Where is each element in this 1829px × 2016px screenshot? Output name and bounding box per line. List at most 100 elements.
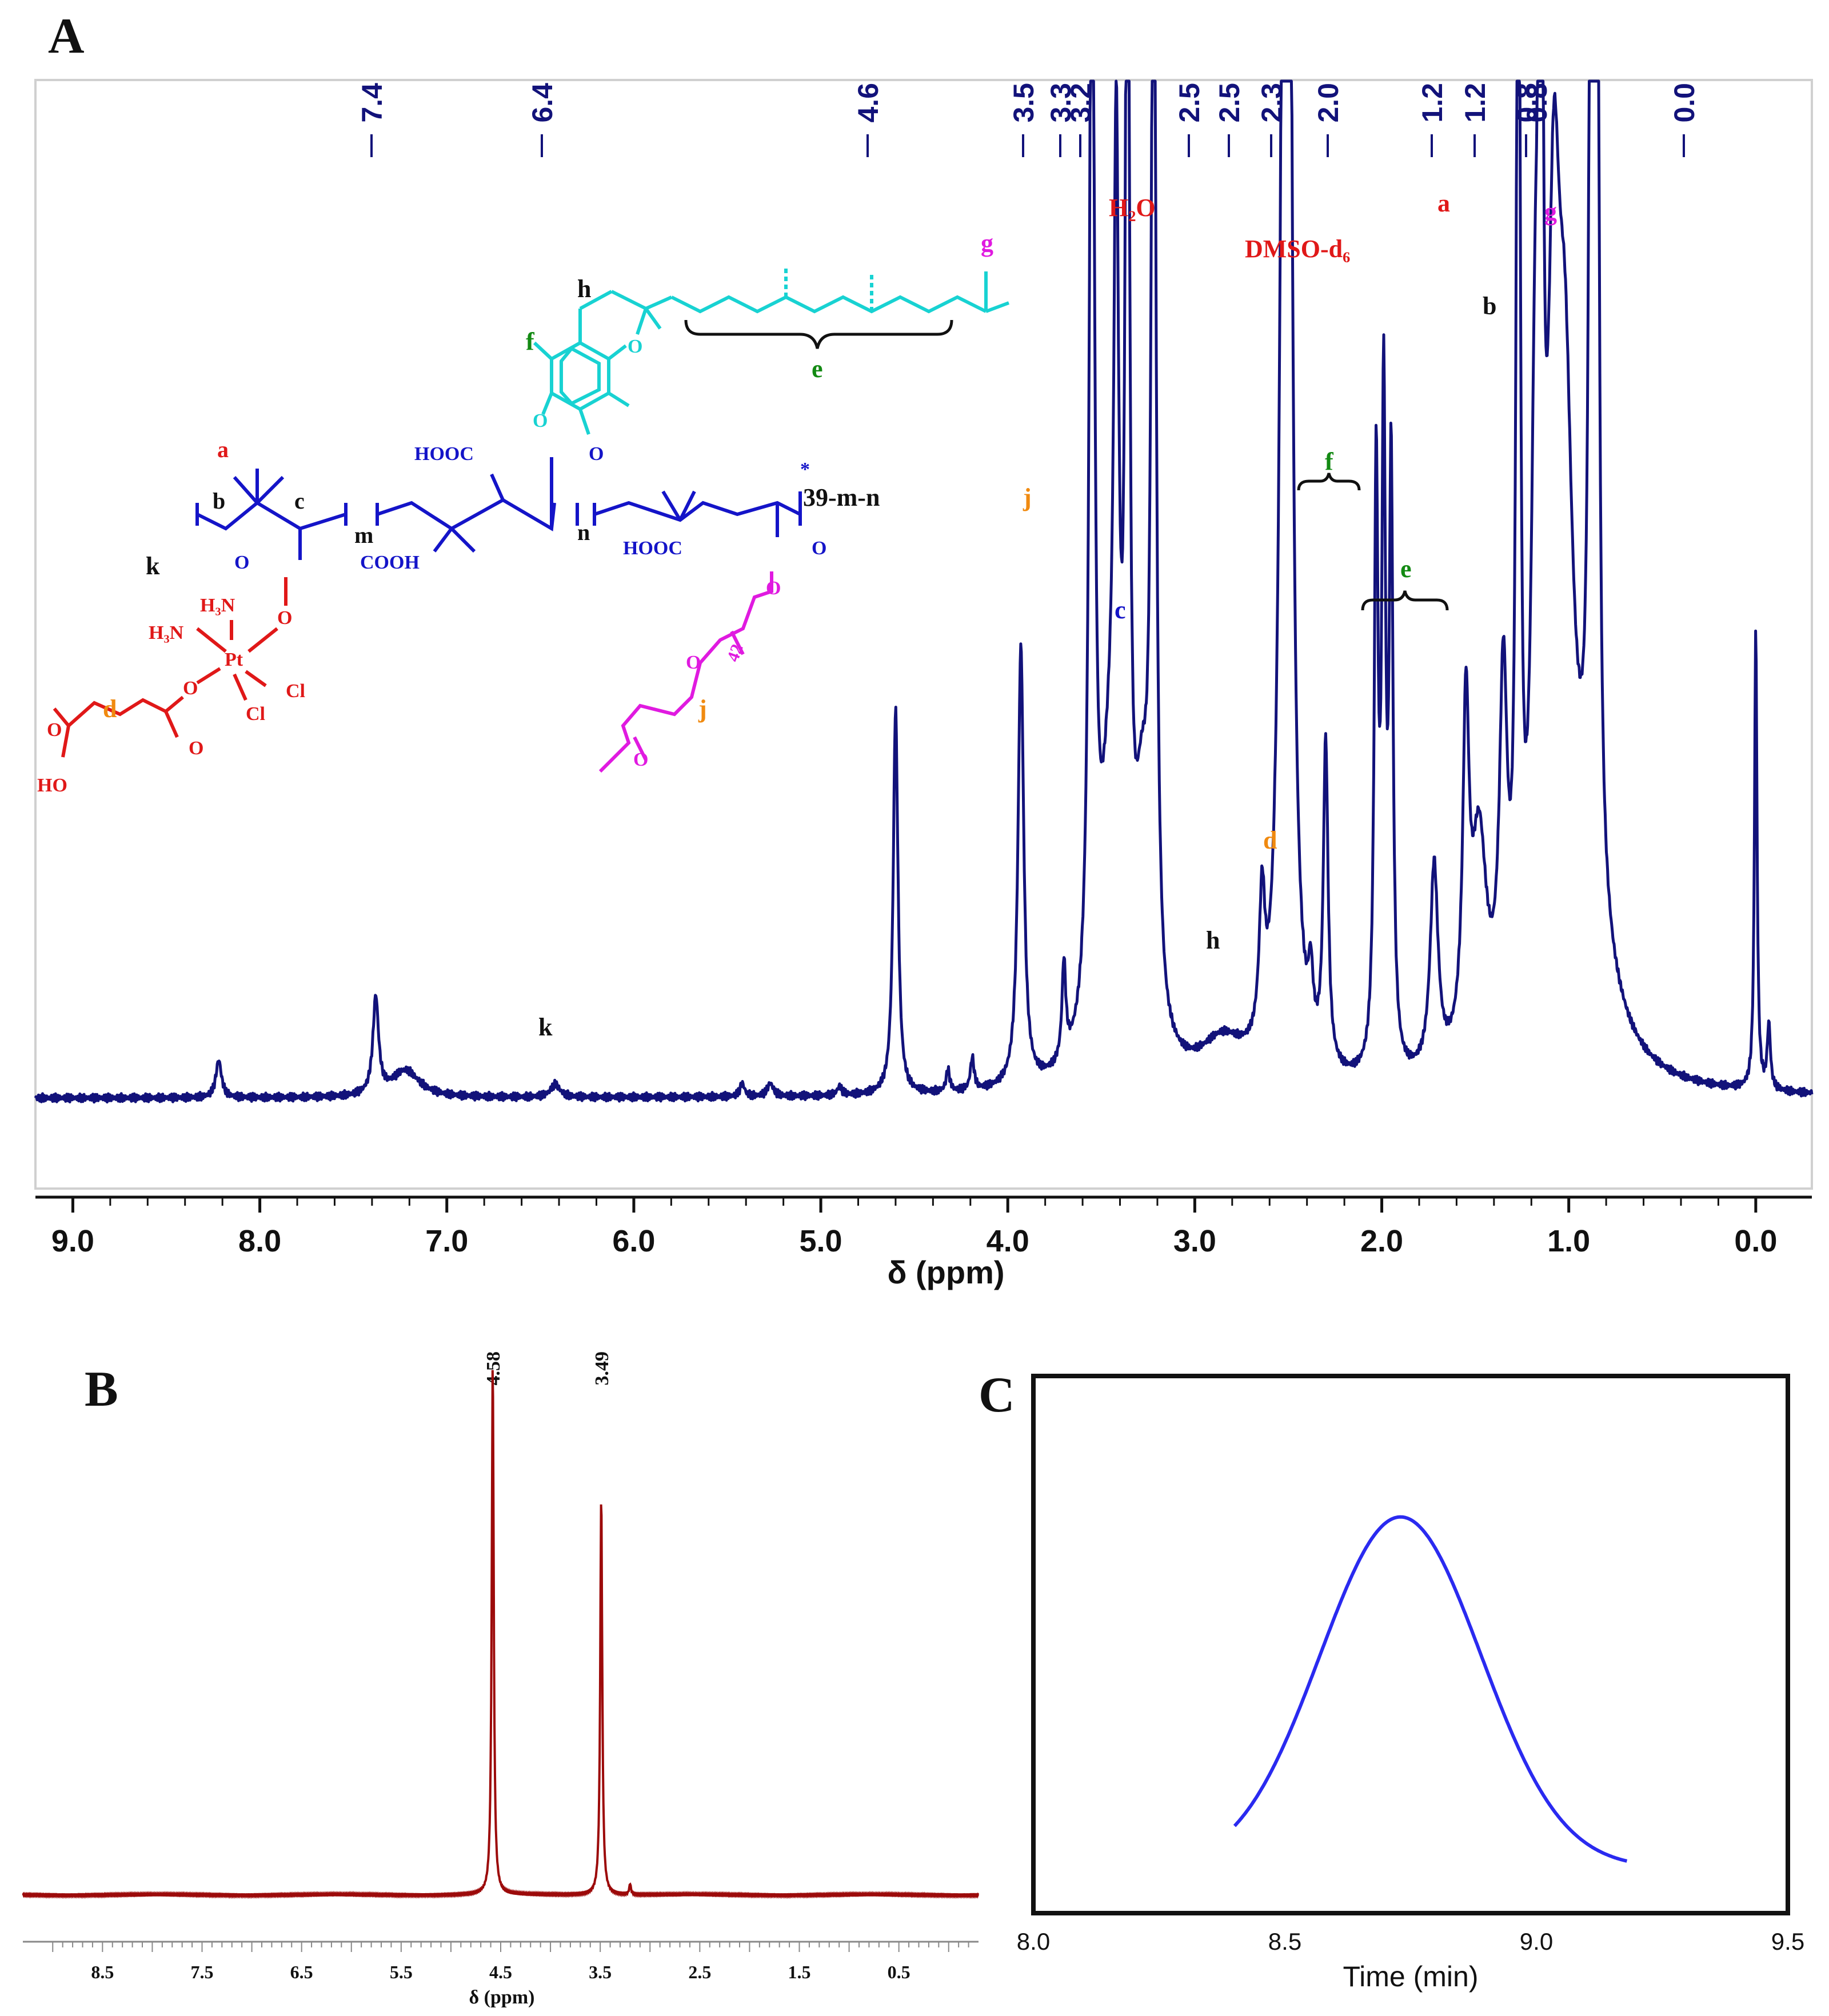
panel-a-peak-label: 2.5 <box>1173 83 1205 123</box>
struct-m: m <box>354 522 373 548</box>
struct-f: f <box>526 327 535 355</box>
panel-a-peak-label: 7.4 <box>356 83 388 123</box>
pt-bond <box>247 627 278 653</box>
panel-c-frame <box>1031 1374 1790 1915</box>
panel-a-peak-label: 3.3 <box>1045 83 1077 123</box>
brace-struct-e <box>684 319 953 349</box>
annot-dmso: DMSO-d₆ <box>1245 235 1350 263</box>
backbone-methyl <box>255 475 285 505</box>
panel-a-x-tick-label: 8.0 <box>238 1224 281 1258</box>
annot-g: g <box>1544 198 1557 226</box>
annot-j: j <box>1023 483 1032 511</box>
panel-c-elution-curve <box>1233 1515 1628 1863</box>
panel-a-x-tick-label: 1.0 <box>1547 1224 1590 1258</box>
struct-g: g <box>981 229 993 257</box>
panel-a: A 9.0 8.0 7.0 6.0 5.0 4.0 3.0 2.0 1.0 0.0 δ (ppm)… <box>34 9 1814 1290</box>
panel-a-peak-label: 0.0 <box>1668 83 1700 123</box>
backbone-methyl <box>233 476 259 504</box>
panel-a-x-tick-label: 3.0 <box>1173 1224 1216 1258</box>
panel-a-peak-label: 3.5 <box>1008 83 1040 123</box>
backbone-methyl <box>661 490 682 521</box>
struct-o: O <box>633 749 648 770</box>
annot-d: d <box>1263 826 1277 854</box>
brace-f <box>1297 473 1361 491</box>
panel-c-x-tick-label: 8.5 <box>1268 1928 1301 1955</box>
backbone-bond <box>490 473 505 501</box>
succinate-carbonyl <box>164 710 179 738</box>
struct-o: O <box>628 336 642 357</box>
tocopherol-bond <box>579 290 613 310</box>
struct-o: O <box>686 652 701 673</box>
backbone-methyl <box>450 527 476 553</box>
pt-bond <box>196 627 227 653</box>
struct-hooc-top: HOOC <box>414 443 474 465</box>
panel-b-spectrum-line <box>22 1370 980 1899</box>
polymer-structure: O O h f e g <box>37 229 1010 796</box>
panel-a-x-tick-label: 7.0 <box>425 1224 468 1258</box>
struct-star: * <box>800 459 810 480</box>
panel-c-x-tick-label: 9.5 <box>1771 1928 1804 1955</box>
panel-a-peak-label: 3.2 <box>1065 83 1097 123</box>
struct-peg-count: 42 <box>724 642 747 664</box>
tocopherol-bond <box>541 392 553 415</box>
struct-n: n <box>577 519 590 545</box>
panel-c-x-tick-label: 9.0 <box>1520 1928 1553 1955</box>
tocopherol-bond <box>608 344 627 361</box>
panel-a-peak-label: 1.2 <box>1416 83 1448 123</box>
struct-hooc-bottom: HOOC <box>623 538 682 559</box>
panel-a-peak-label: 2.0 <box>1312 83 1344 123</box>
pt-bond <box>233 673 247 701</box>
struct-cl-right: Cl <box>286 681 305 702</box>
panel-a-x-tick-label: 4.0 <box>987 1224 1029 1258</box>
annot-f: f <box>1325 447 1334 475</box>
backbone-methyl <box>433 527 453 553</box>
pt-bond <box>245 670 267 687</box>
panel-a-peak-labels: 7.4 6.4 4.6 3.5 3.33.2 2.5 2.5 2.3 2.0 1.2 1.2 0.80… <box>356 83 1700 157</box>
succinate-chain <box>61 695 184 758</box>
panel-a-spectrum-line <box>34 79 1814 1104</box>
struct-ho: HO <box>37 775 67 796</box>
panel-a-peak-label: 6.4 <box>526 83 558 123</box>
panel-b-x-ticks <box>52 1942 969 1952</box>
panel-c-x-ticklabels: 8.0 8.5 9.0 9.5 <box>1017 1928 1804 1955</box>
panel-b-x-tick-label: 4.5 <box>489 1962 512 1982</box>
struct-h: h <box>577 275 591 303</box>
struct-o: O <box>189 738 203 759</box>
struct-pt: Pt <box>225 649 243 670</box>
panel-c-x-axis-label: Time (min) <box>1343 1961 1478 1993</box>
struct-o: O <box>533 410 548 431</box>
annot-c: c <box>1115 596 1126 624</box>
struct-o: O <box>47 719 62 741</box>
struct-h3n-left: H₃N <box>149 622 184 643</box>
tocopherol-methyl <box>578 409 590 435</box>
struct-o: O <box>589 443 604 465</box>
peg-bracket <box>633 736 648 761</box>
tocopherol-phytyl-chain <box>670 295 987 314</box>
panel-b-x-tick-label: 0.5 <box>888 1962 910 1982</box>
panel-a-peak-label: 1.2 <box>1459 83 1491 123</box>
struct-o: O <box>234 552 249 573</box>
panel-b-x-tick-label: 1.5 <box>788 1962 811 1982</box>
panel-b-x-axis-label: δ (ppm) <box>469 1987 535 2008</box>
panel-a-x-tick-label: 9.0 <box>51 1224 94 1258</box>
panel-b-x-ticklabels: 8.5 7.5 6.5 5.5 4.5 3.5 2.5 1.5 0.5 <box>91 1962 910 1982</box>
panel-b-x-tick-label: 2.5 <box>688 1962 711 1982</box>
struct-cl-bottom: Cl <box>246 703 265 725</box>
tocopherol-bond <box>636 308 648 335</box>
panel-a-x-tick-label: 0.0 <box>1734 1224 1777 1258</box>
tocopherol-bond <box>644 307 662 330</box>
annot-e: e <box>1400 555 1412 583</box>
panel-a-x-tick-label: 2.0 <box>1360 1224 1403 1258</box>
panel-c-label: C <box>979 1367 1015 1423</box>
succinate-carbonyl <box>53 707 70 727</box>
panel-a-x-ticklabels: 9.0 8.0 7.0 6.0 5.0 4.0 3.0 2.0 1.0 0.0 <box>51 1224 1777 1258</box>
struct-b: b <box>213 488 225 514</box>
panel-c: C 8.0 8.5 9.0 9.5 Time (min) <box>979 1367 1804 1993</box>
tocopherol-methyl <box>985 301 1010 313</box>
tocopherol-methyl <box>533 341 553 361</box>
tocopherol-methyl <box>608 391 630 407</box>
platinum-complex <box>53 577 287 758</box>
struct-d: d <box>103 695 117 723</box>
struct-a: a <box>217 437 229 462</box>
panel-a-label: A <box>48 9 85 64</box>
